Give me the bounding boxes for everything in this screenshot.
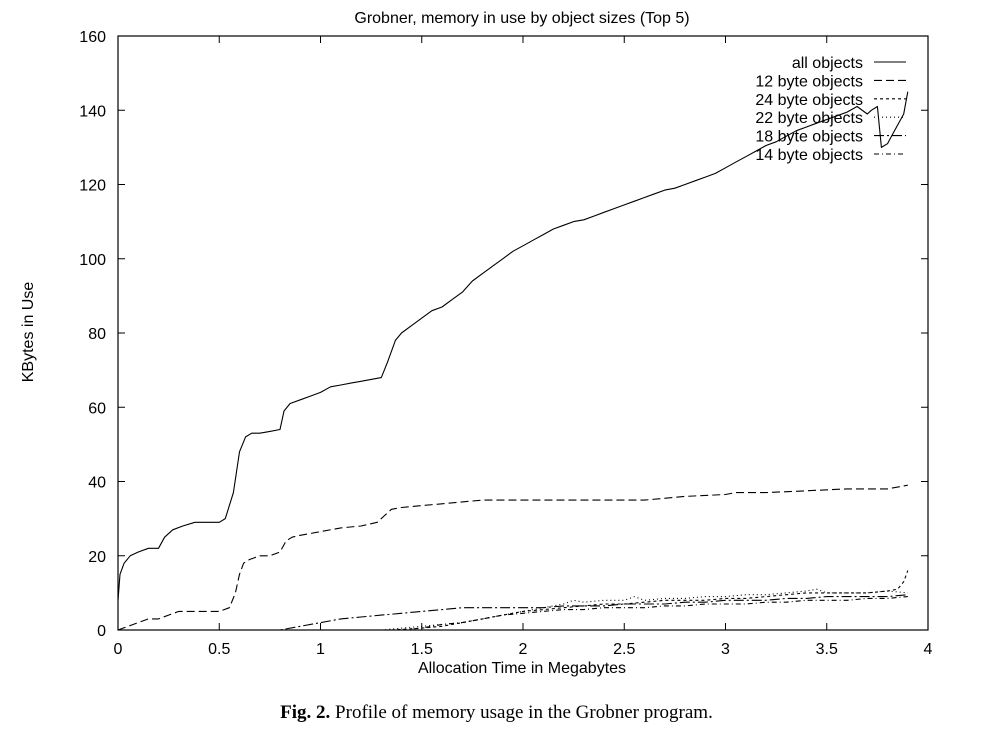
y-tick-label: 100 — [79, 252, 106, 269]
legend-label: all objects — [792, 55, 863, 72]
y-tick-label: 40 — [88, 475, 106, 492]
y-tick-label: 140 — [79, 103, 106, 120]
y-tick-label: 20 — [88, 549, 106, 566]
figure-caption: Fig. 2. Profile of memory usage in the G… — [0, 702, 993, 724]
x-tick-label: 3.5 — [816, 641, 838, 658]
y-axis-label: KBytes in Use — [20, 282, 37, 383]
x-tick-label: 0 — [114, 641, 123, 658]
y-tick-label: 120 — [79, 178, 106, 195]
series-line-3 — [381, 588, 908, 631]
x-tick-label: 4 — [924, 641, 933, 658]
series-line-0 — [117, 91, 909, 601]
x-tick-label: 1 — [316, 641, 325, 658]
memory-usage-chart: Grobner, memory in use by object sizes (… — [20, 10, 933, 677]
legend-label: 22 byte objects — [755, 110, 863, 127]
legend-label: 14 byte objects — [755, 147, 863, 164]
x-tick-label: 3 — [721, 641, 730, 658]
x-axis-label: Allocation Time in Megabytes — [418, 660, 626, 677]
legend-label: 18 byte objects — [755, 129, 863, 146]
figure-caption-label: Fig. 2. — [280, 702, 331, 723]
chart-title: Grobner, memory in use by object sizes (… — [354, 10, 689, 27]
y-tick-label: 0 — [97, 623, 106, 640]
y-tick-label: 80 — [88, 326, 106, 343]
legend-label: 12 byte objects — [755, 73, 863, 90]
x-tick-label: 2 — [519, 641, 528, 658]
series-line-1 — [117, 484, 908, 631]
x-tick-label: 2.5 — [613, 641, 635, 658]
x-tick-label: 1.5 — [411, 641, 433, 658]
series-line-5 — [401, 596, 908, 631]
x-tick-label: 0.5 — [208, 641, 230, 658]
plot-area: 0 0.5 1 1.5 2 2.5 3 3.5 4020406080100120140160al… — [79, 29, 932, 658]
legend-label: 24 byte objects — [755, 92, 863, 109]
y-tick-label: 160 — [79, 29, 106, 46]
y-tick-label: 60 — [88, 400, 106, 417]
figure-caption-text: Profile of memory usage in the Grobner p… — [330, 702, 713, 723]
